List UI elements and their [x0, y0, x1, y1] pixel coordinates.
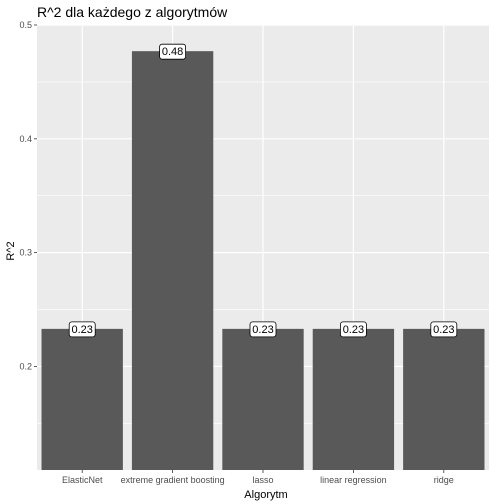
- bar: [312, 328, 395, 470]
- y-axis-title: R^2: [5, 241, 17, 260]
- y-tick-label: 0.5: [19, 20, 32, 30]
- x-tick-label: ElasticNet: [62, 475, 103, 485]
- bar: [41, 328, 123, 470]
- data-label-box: 0.48: [159, 43, 187, 60]
- data-label: 0.23: [433, 324, 454, 336]
- data-label-box: 0.23: [249, 321, 277, 338]
- chart-title: R^2 dla każdego z algorytmów: [37, 4, 228, 20]
- bars: [41, 51, 485, 470]
- bar: [403, 328, 485, 470]
- data-label: 0.48: [162, 46, 183, 58]
- data-label-background: [249, 321, 277, 338]
- data-label-background: [68, 321, 96, 338]
- data-label-background: [430, 321, 458, 338]
- data-label-box: 0.23: [430, 321, 458, 338]
- y-tick-label: 0.2: [19, 361, 32, 371]
- data-label-box: 0.23: [339, 321, 367, 338]
- x-axis: ElasticNet extreme gradient boosting lasso…: [62, 470, 454, 485]
- x-axis-title: Algorytm: [244, 489, 287, 501]
- x-tick-label: linear regression: [320, 475, 387, 485]
- x-tick-label: ridge: [434, 475, 454, 485]
- y-axis: 0.2 0.3 0.4 0.5: [19, 20, 37, 371]
- data-label-box: 0.23: [68, 321, 96, 338]
- data-labels: 0.23 0.48 0.23 0.23 0.23: [68, 43, 458, 338]
- data-label: 0.23: [343, 324, 364, 336]
- data-label: 0.23: [71, 324, 92, 336]
- y-tick-label: 0.3: [19, 248, 32, 258]
- y-tick-label: 0.4: [19, 134, 32, 144]
- data-label-background: [339, 321, 367, 338]
- bar: [222, 328, 304, 470]
- bar: [131, 51, 214, 470]
- data-label: 0.23: [252, 324, 273, 336]
- x-tick-label: lasso: [252, 475, 273, 485]
- x-tick-label: extreme gradient boosting: [121, 475, 225, 485]
- data-label-background: [159, 43, 187, 60]
